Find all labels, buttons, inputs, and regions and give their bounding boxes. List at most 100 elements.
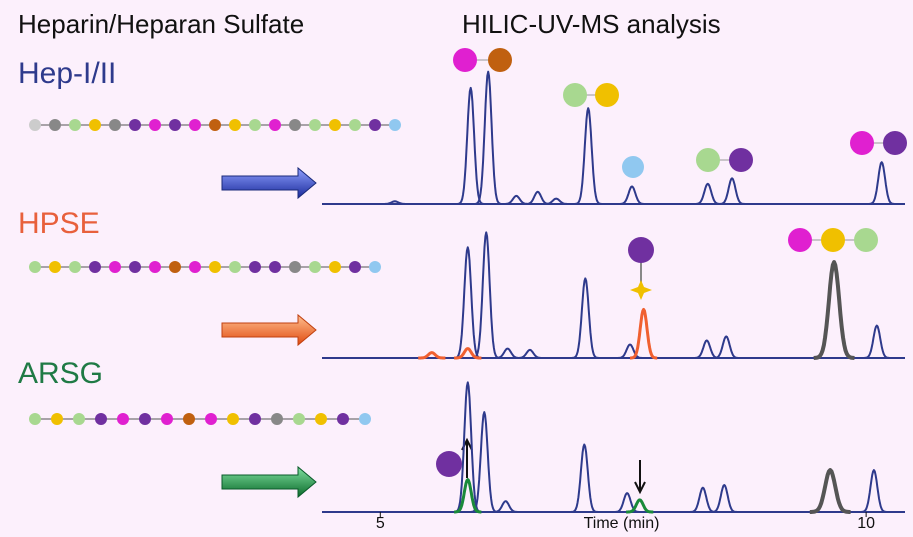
peak [712,335,740,359]
monosaccharide [73,413,85,425]
monosaccharide [189,261,201,273]
monosaccharide [271,413,283,425]
peak [542,197,570,205]
monosaccharide [149,119,161,131]
peak [613,492,641,513]
peak [689,486,717,513]
monosaccharide [51,413,63,425]
monosaccharide [389,119,401,131]
monosaccharide [109,261,121,273]
monosaccharide [315,413,327,425]
monosaccharide [49,261,61,273]
left-heading: Heparin/Heparan Sulfate [18,9,304,39]
peak-icons [436,48,907,495]
monosaccharide [169,119,181,131]
peak [571,277,600,359]
monosaccharide [309,261,321,273]
peak [863,324,891,359]
monosaccharide [189,119,201,131]
monosaccharide [109,119,121,131]
monosaccharide [161,413,173,425]
monosaccharide [95,413,107,425]
monosaccharide [359,413,371,425]
monosaccharide [29,413,41,425]
monosaccharide [249,261,261,273]
peak [629,307,658,360]
monosaccharide [209,119,221,131]
peak [693,339,721,359]
monosaccharide [117,413,129,425]
monosaccharide [329,261,341,273]
monosaccharide [229,261,241,273]
panel-title: ARSG [18,357,103,390]
monosaccharide [205,413,217,425]
peak [809,468,852,514]
panel-title: Hep-I/II [18,57,116,90]
peak [493,347,522,359]
monosaccharide [293,413,305,425]
peak [812,260,856,360]
right-heading: HILIC-UV-MS analysis [462,9,721,39]
peak [625,498,654,514]
peak [694,182,722,205]
panel-title: HPSE [18,207,100,240]
monosaccharide [69,261,81,273]
monosaccharide [269,261,281,273]
peak [516,348,544,359]
monosaccharide [349,119,361,131]
peak [456,86,485,205]
monosaccharide [149,261,161,273]
arrow [221,465,317,499]
peak [453,381,482,513]
peak [417,351,447,360]
peak [616,343,644,359]
monosaccharide [129,261,141,273]
peak [860,469,888,513]
peak [502,194,531,205]
peak [574,107,602,205]
arrow [221,313,317,347]
monosaccharide [289,261,301,273]
monosaccharide [139,413,151,425]
monosaccharide [269,119,281,131]
peak [710,484,738,513]
peak [618,185,646,205]
monosaccharide [29,119,41,131]
peak [474,70,502,205]
peak [491,500,520,513]
monosaccharide [229,119,241,131]
monosaccharide [349,261,361,273]
glycan-chains [29,119,401,425]
monosaccharide [169,261,181,273]
monosaccharide [29,261,41,273]
peak [524,190,552,205]
peak [453,246,482,359]
x-tick-label: 5 [376,515,385,532]
x-axis-label: Time (min) [584,515,660,532]
monosaccharide [249,413,261,425]
peak [570,443,599,513]
monosaccharide [183,413,195,425]
monosaccharide [129,119,141,131]
monosaccharide [309,119,321,131]
monosaccharide [329,119,341,131]
arrow [221,166,317,200]
monosaccharide [89,261,101,273]
monosaccharide [369,261,381,273]
monosaccharide [89,119,101,131]
monosaccharide [69,119,81,131]
peak [453,478,482,514]
peak [867,161,896,205]
monosaccharide [289,119,301,131]
peak [718,177,746,205]
monosaccharide [249,119,261,131]
peak [453,347,482,360]
peak [472,231,500,359]
arrows [221,166,317,499]
peak [381,200,409,205]
x-tick-label: 10 [857,515,875,532]
monosaccharide [49,119,61,131]
monosaccharide [227,413,239,425]
